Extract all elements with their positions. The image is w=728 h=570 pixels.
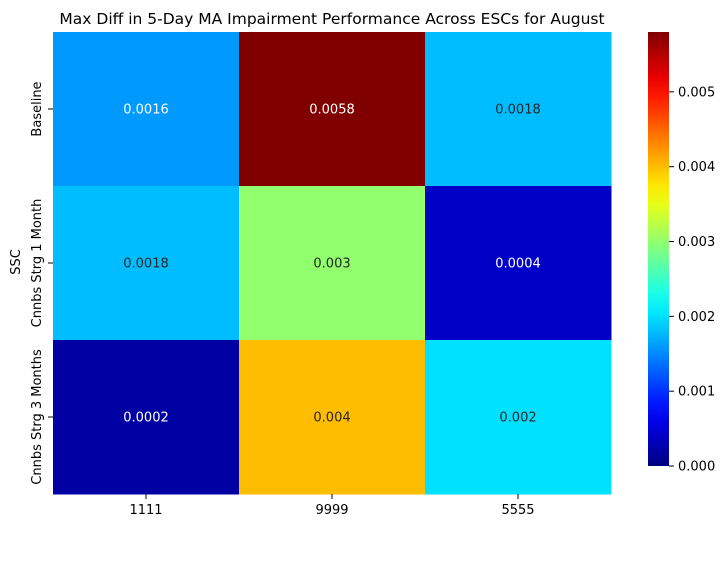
- heatmap-cells: 0.0016 0.0058 0.0018 0.0018 0.003 0.0004 0.000…: [53, 32, 612, 495]
- y-tick-label: Cnnbs Strg 3 Months: [30, 349, 45, 485]
- colorbar-ticks: 0.000 0.001 0.002 0.003 0.004 0.005: [669, 85, 715, 475]
- colorbar-gradient: [648, 32, 669, 466]
- cell-value-label: 0.004: [313, 411, 350, 426]
- chart-title: Max Diff in 5-Day MA Impairment Performa…: [59, 10, 604, 28]
- cell-value-label: 0.0018: [495, 103, 541, 118]
- colorbar: 0.000 0.001 0.002 0.003 0.004 0.005: [648, 32, 715, 475]
- heatmap-cell: [53, 32, 240, 187]
- cell-value-label: 0.003: [313, 257, 350, 272]
- x-axis: 1111 9999 5555: [129, 494, 535, 518]
- cell-value-label: 0.002: [499, 411, 536, 426]
- x-tick-label: 9999: [315, 503, 348, 518]
- x-tick-label: 1111: [129, 503, 162, 518]
- y-axis: Baseline Cnnbs Strg 1 Month Cnnbs Strg 3 M…: [30, 81, 53, 485]
- heatmap-cell: [53, 340, 240, 495]
- heatmap-cell: [239, 340, 426, 495]
- y-axis-label: SSC: [9, 249, 24, 275]
- heatmap-cell: [239, 186, 426, 341]
- heatmap-cell: [239, 32, 426, 187]
- cell-value-label: 0.0016: [123, 103, 169, 118]
- colorbar-tick-label: 0.002: [678, 310, 715, 325]
- colorbar-tick-label: 0.000: [678, 460, 715, 475]
- heatmap-cell: [425, 32, 612, 187]
- colorbar-tick-label: 0.005: [678, 85, 715, 100]
- cell-value-label: 0.0004: [495, 257, 541, 272]
- cell-value-label: 0.0002: [123, 411, 169, 426]
- colorbar-tick-label: 0.003: [678, 235, 715, 250]
- heatmap-cell: [53, 186, 240, 341]
- x-tick-label: 5555: [501, 503, 534, 518]
- colorbar-tick-label: 0.004: [678, 160, 715, 175]
- cell-value-label: 0.0018: [123, 257, 169, 272]
- heatmap-cell: [425, 186, 612, 341]
- colorbar-tick-label: 0.001: [678, 385, 715, 400]
- y-tick-label: Baseline: [30, 81, 45, 136]
- heatmap-cell: [425, 340, 612, 495]
- y-tick-label: Cnnbs Strg 1 Month: [30, 199, 45, 328]
- cell-value-label: 0.0058: [309, 103, 355, 118]
